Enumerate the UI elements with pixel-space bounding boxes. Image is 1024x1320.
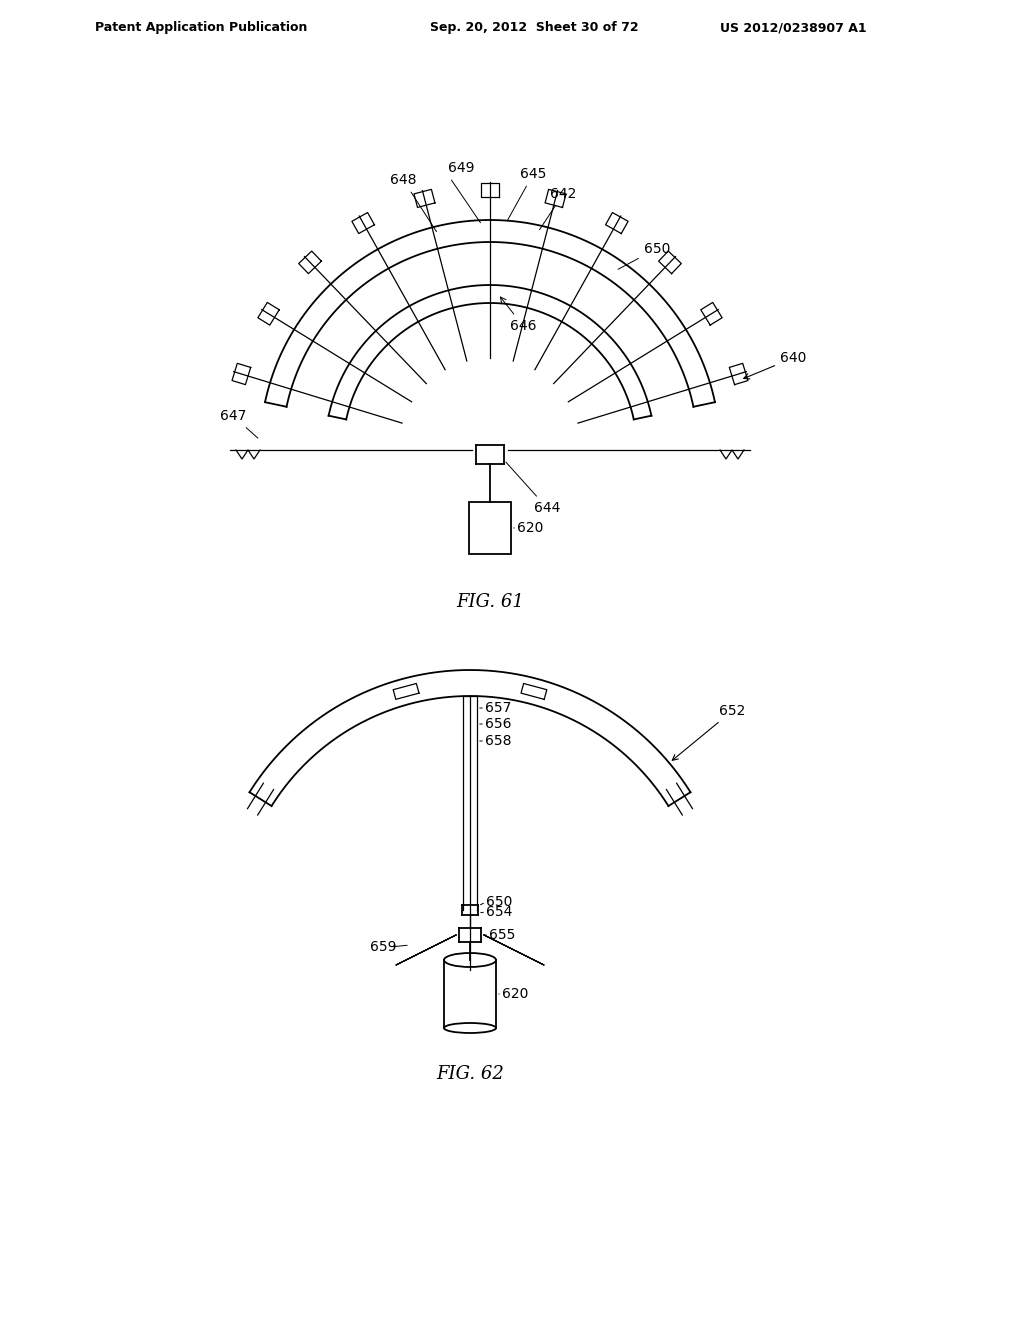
Text: 646: 646 — [501, 297, 537, 333]
Text: 642: 642 — [540, 187, 577, 230]
Bar — [444, 960, 496, 1028]
Text: 649: 649 — [449, 161, 480, 223]
Text: 652: 652 — [673, 704, 745, 760]
Text: Patent Application Publication: Patent Application Publication — [95, 21, 307, 34]
Text: 654: 654 — [486, 906, 512, 919]
Text: 659: 659 — [370, 940, 396, 954]
Text: 655: 655 — [489, 928, 515, 942]
Text: 644: 644 — [506, 462, 560, 515]
Bar — [469, 502, 511, 554]
Ellipse shape — [444, 953, 496, 968]
Text: 620: 620 — [517, 521, 544, 535]
Text: US 2012/0238907 A1: US 2012/0238907 A1 — [720, 21, 866, 34]
Text: 647: 647 — [220, 409, 258, 438]
Text: FIG. 61: FIG. 61 — [456, 593, 524, 611]
Text: FIG. 62: FIG. 62 — [436, 1065, 504, 1082]
Text: 645: 645 — [507, 168, 547, 220]
Text: 650: 650 — [618, 242, 670, 269]
Text: 620: 620 — [502, 987, 528, 1001]
Text: 656: 656 — [485, 717, 512, 731]
Ellipse shape — [444, 1023, 496, 1034]
Text: 657: 657 — [485, 701, 511, 715]
Text: 648: 648 — [390, 173, 436, 232]
Text: 640: 640 — [743, 351, 806, 379]
Text: 658: 658 — [485, 734, 512, 748]
Text: Sep. 20, 2012  Sheet 30 of 72: Sep. 20, 2012 Sheet 30 of 72 — [430, 21, 639, 34]
Text: 650: 650 — [486, 895, 512, 909]
